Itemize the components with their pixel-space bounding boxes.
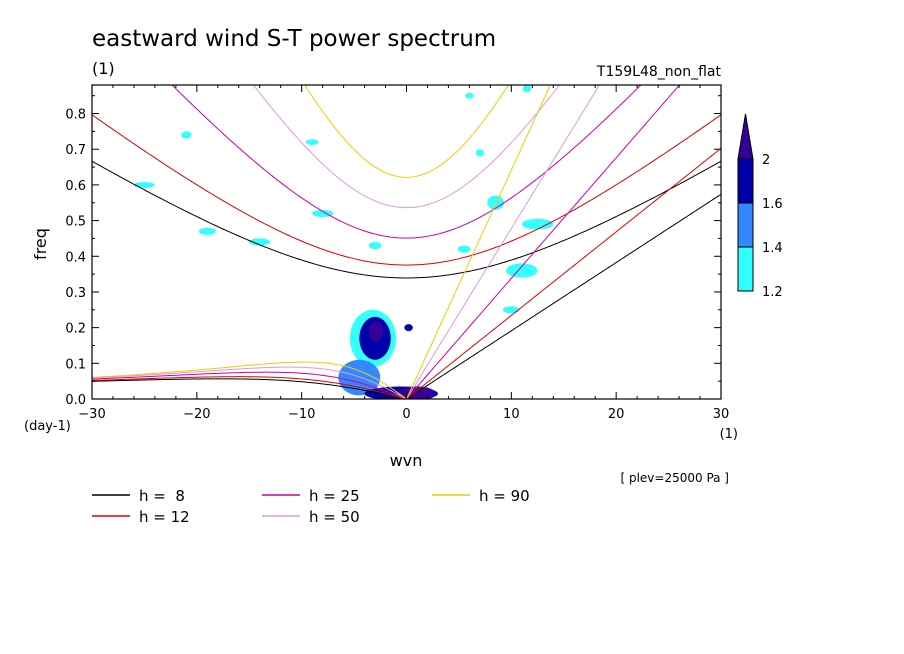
x-tick-label: −30 [78, 407, 105, 422]
y-tick-label: 0.5 [65, 215, 86, 230]
gravity-curve-h12 [92, 114, 721, 266]
kelvin-curve-h8 [406, 193, 721, 399]
power-region-18 [475, 149, 485, 157]
colorbar-arrow [737, 113, 754, 160]
y-tick-label: 0.2 [65, 322, 86, 337]
legend-label-h90: h = 90 [479, 487, 530, 505]
power-region-11 [249, 238, 271, 246]
gravity-curve-h50 [252, 85, 561, 209]
power-region-19 [522, 85, 532, 93]
power-region-7 [506, 263, 538, 278]
colorbar-label: 1.4 [762, 241, 783, 256]
legend-label-h8: h = 8 [139, 487, 185, 505]
level-note: [ plev=25000 Pa ] [620, 471, 729, 485]
legend-label-h50: h = 50 [309, 508, 360, 526]
rossby-curve-h90 [92, 361, 407, 399]
y-tick-label: 0.4 [65, 250, 86, 265]
kelvin-curve-h90 [406, 85, 551, 399]
power-region-16 [305, 139, 319, 145]
x-tick-label: 30 [713, 407, 730, 422]
power-region-6 [404, 324, 413, 332]
x-axis-label: wvn [390, 451, 423, 470]
legend-label-h12: h = 12 [139, 508, 190, 526]
y-tick-label: 0.6 [65, 179, 86, 194]
y-tick-label: 0.3 [65, 286, 86, 301]
power-region-12 [312, 209, 334, 218]
power-region-14 [198, 227, 216, 235]
power-region-10 [502, 306, 520, 314]
run-label: T159L48_non_flat [596, 64, 722, 80]
power-region-20 [181, 131, 192, 139]
legend-label-h25: h = 25 [309, 487, 360, 505]
power-region-21 [465, 92, 474, 99]
colorbar-segment [737, 158, 754, 204]
gravity-curve-h8 [92, 160, 721, 279]
rossby-curve-h50 [92, 366, 407, 399]
y-tick-label: 0.0 [65, 393, 86, 408]
power-region-2 [368, 320, 384, 342]
rossby-curve-h12 [92, 376, 407, 399]
colorbar-label: 2 [762, 153, 770, 168]
kelvin-curve-h25 [406, 85, 681, 399]
x-tick-label: −10 [288, 407, 315, 422]
power-region-15 [368, 242, 382, 250]
legend: h = 8 h = 12 h = 25 h = 50 h = 90 [92, 487, 530, 526]
gravity-curve-h90 [304, 85, 509, 178]
chart-title: eastward wind S-T power spectrum [92, 26, 496, 52]
y-tick-label: 0.8 [65, 108, 86, 123]
units-label: (1) [92, 59, 115, 78]
y-tick-label: 0.7 [65, 143, 86, 158]
y-axis-label: freq [31, 228, 50, 260]
y-axis-ticks: 0.0 0.1 0.2 0.3 0.4 0.5 0.6 0.7 0.8 [65, 95, 721, 408]
rossby-curve-h25 [92, 371, 407, 399]
rossby-curve-h8 [92, 378, 407, 399]
colorbar-label: 1.2 [762, 285, 783, 300]
x-tick-label: 20 [608, 407, 625, 422]
x-axis-ticks: −30 −20 −10 0 10 20 30 [78, 85, 729, 422]
x-tick-label: 0 [402, 407, 410, 422]
power-region-13 [133, 182, 155, 188]
colorbar-segment [737, 202, 754, 248]
colorbar-segment [737, 246, 754, 292]
gravity-curve-h25 [171, 85, 642, 239]
dispersion-curves [92, 85, 721, 399]
power-region-8 [487, 195, 504, 210]
kelvin-curve-h50 [406, 85, 601, 399]
power-region-17 [457, 245, 471, 253]
y-axis-unit: (day-1) [24, 419, 71, 434]
colorbar-label: 1.6 [762, 197, 783, 212]
kelvin-curve-h12 [406, 147, 721, 399]
power-region-9 [521, 218, 554, 230]
x-axis-unit: (1) [720, 427, 738, 442]
colorbar: 1.2 1.4 1.6 2 [737, 113, 783, 300]
y-tick-label: 0.1 [65, 357, 86, 372]
power-region-3 [338, 359, 381, 396]
x-tick-label: 10 [503, 407, 520, 422]
x-tick-label: −20 [183, 407, 210, 422]
shaded-regions [133, 85, 554, 399]
